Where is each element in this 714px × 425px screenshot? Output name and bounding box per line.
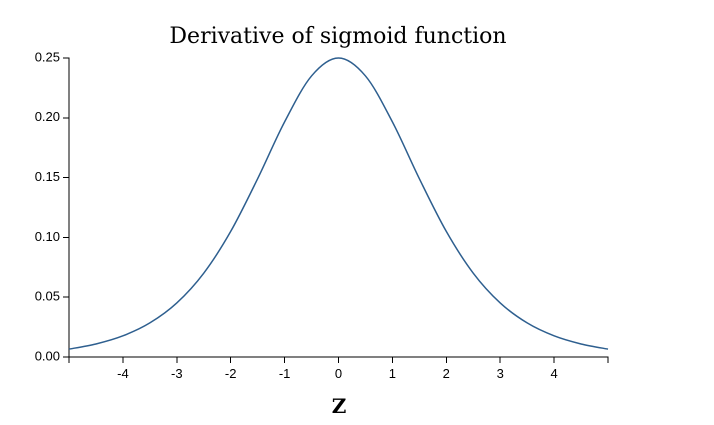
y-tick-label: 0.20 <box>35 109 60 124</box>
x-tick: 0 <box>335 357 342 381</box>
x-tick: -4 <box>117 357 129 381</box>
y-tick: 0.05 <box>35 289 69 304</box>
x-tick: 2 <box>443 357 450 381</box>
x-tick-label: -1 <box>279 366 291 381</box>
x-tick-label: -4 <box>117 366 129 381</box>
y-tick-label: 0.25 <box>35 49 60 64</box>
y-tick: 0.10 <box>35 229 69 244</box>
y-tick: 0.15 <box>35 169 69 184</box>
y-axis: 0.00 0.05 0.10 0.15 0.20 0.25 <box>35 49 70 363</box>
x-tick: 4 <box>550 357 558 381</box>
x-tick-label: -3 <box>171 366 183 381</box>
x-tick-label: 2 <box>443 366 450 381</box>
x-tick: -1 <box>279 357 291 381</box>
y-tick-label: 0.10 <box>35 229 60 244</box>
x-tick: 1 <box>389 357 396 381</box>
y-tick: 0.00 <box>35 348 69 363</box>
y-axis-line <box>63 57 70 358</box>
y-tick: 0.25 <box>35 49 69 64</box>
x-tick-label: 4 <box>550 366 557 381</box>
sigmoid-derivative-line <box>68 57 609 350</box>
x-axis: -4 -3 -2 -1 0 1 2 3 4 <box>68 356 609 381</box>
y-tick-label: 0.00 <box>35 348 60 363</box>
x-tick: -3 <box>171 357 183 381</box>
chart-title: Derivative of sigmoid function <box>169 24 506 49</box>
y-tick: 0.20 <box>35 109 69 124</box>
x-tick-label: 1 <box>389 366 396 381</box>
x-tick: -2 <box>225 357 237 381</box>
y-tick-label: 0.05 <box>35 289 60 304</box>
x-tick: 3 <box>497 357 504 381</box>
y-tick-label: 0.15 <box>35 169 60 184</box>
x-tick-label: 3 <box>497 366 504 381</box>
x-tick-label: 0 <box>335 366 342 381</box>
x-tick-label: -2 <box>225 366 237 381</box>
x-axis-label: Z <box>332 394 347 418</box>
